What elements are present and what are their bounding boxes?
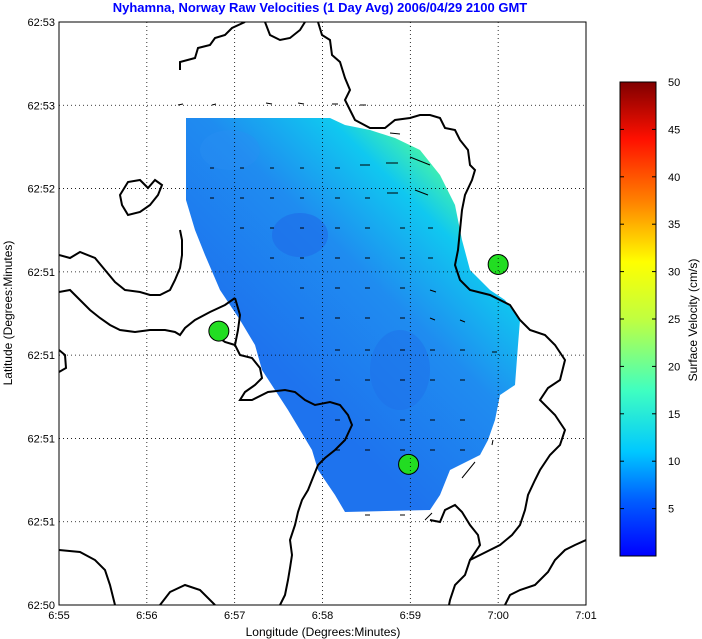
station-marker: [398, 453, 420, 475]
field-patch: [200, 130, 260, 170]
y-tick-label: 62:51: [27, 350, 55, 362]
x-tick-label: 7:00: [487, 610, 508, 622]
x-axis-ticks: 6:55 6:56 6:57 6:58 6:59 7:00 7:01: [48, 610, 596, 622]
field-patch: [272, 213, 328, 257]
x-axis-label: Longitude (Degrees:Minutes): [246, 625, 401, 639]
station-markers: [208, 253, 509, 475]
x-tick-label: 6:59: [400, 610, 421, 622]
y-tick-label: 62:53: [27, 17, 55, 29]
colorbar-tick-label: 50: [668, 77, 680, 89]
colorbar-tick-label: 20: [668, 361, 680, 373]
station-marker: [208, 320, 230, 342]
x-tick-label: 6:57: [224, 610, 245, 622]
colorbar-tick-label: 5: [668, 504, 674, 516]
plot-area: [58, 21, 587, 606]
colorbar-ticks: 5 10 15 20 25 30 35 40 45 50: [620, 77, 680, 516]
colorbar: 5 10 15 20 25 30 35 40 45 50 Surface Velocity (cm…: [619, 77, 700, 557]
colorbar-tick-label: 15: [668, 409, 680, 421]
y-tick-label: 62:52: [27, 184, 55, 196]
colorbar-tick-label: 45: [668, 124, 680, 136]
coastline: [59, 22, 586, 605]
colorbar-tick-label: 40: [668, 172, 680, 184]
colorbar-tick-label: 25: [668, 314, 680, 326]
y-axis-label: Latitude (Degrees:Minutes): [1, 241, 15, 386]
chart-title: Nyhamna, Norway Raw Velocities (1 Day Av…: [112, 0, 528, 15]
y-tick-label: 62:51: [27, 517, 55, 529]
y-tick-label: 62:51: [27, 433, 55, 445]
colorbar-tick-label: 30: [668, 267, 680, 279]
velocity-arrows: [177, 102, 497, 521]
x-tick-label: 6:56: [136, 610, 157, 622]
x-tick-label: 6:58: [312, 610, 333, 622]
colorbar-tick-label: 35: [668, 219, 680, 231]
colorbar-scale: [619, 81, 657, 557]
x-tick-label: 6:55: [48, 610, 69, 622]
y-axis-ticks: 62:50 62:51 62:51 62:51 62:51 62:52 62:53 62:53: [27, 17, 55, 612]
plot-frame: [58, 21, 587, 606]
station-marker: [487, 253, 509, 275]
x-tick-label: 7:01: [575, 610, 596, 622]
y-tick-label: 62:51: [27, 267, 55, 279]
field-patch: [370, 330, 430, 410]
colorbar-tick-label: 10: [668, 456, 680, 468]
y-tick-label: 62:53: [27, 100, 55, 112]
y-tick-label: 62:50: [27, 600, 55, 612]
velocity-field: [186, 118, 520, 512]
colorbar-label: Surface Velocity (cm/s): [686, 259, 700, 382]
